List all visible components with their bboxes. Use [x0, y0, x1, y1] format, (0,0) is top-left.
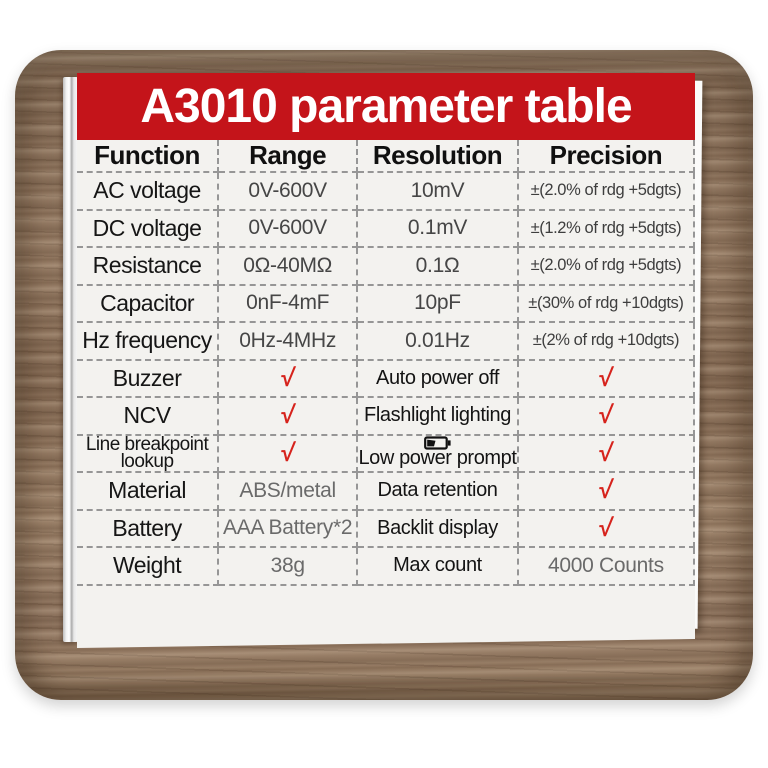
- table-body: AC voltage 0V-600V 10mV ±(2.0% of rdg +5dgt…: [77, 173, 695, 586]
- checkmark-icon: √: [597, 476, 615, 505]
- cell-resolution: Auto power off: [358, 361, 519, 399]
- cell-resolution: Flashlight lighting: [358, 398, 519, 436]
- table-row: Buzzer √ Auto power off √: [77, 361, 695, 399]
- cell-function: Material: [77, 473, 219, 511]
- cell-function: Hz frequency: [77, 323, 219, 361]
- checkmark-icon: √: [279, 363, 297, 392]
- cell-function: Battery: [77, 511, 219, 549]
- low-battery-icon: [424, 436, 451, 450]
- checkmark-icon: √: [597, 401, 615, 430]
- page-title: A3010 parameter table: [140, 80, 632, 133]
- cell-function: NCV: [77, 398, 219, 436]
- cell-resolution: 10mV: [358, 173, 519, 211]
- table-row: Capacitor 0nF-4mF 10pF ±(30% of rdg +10dgts…: [77, 286, 695, 324]
- cell-resolution: Data retention: [358, 473, 519, 511]
- cell-range: 0V-600V: [219, 173, 358, 211]
- cell-resolution: 0.1Ω: [358, 248, 519, 286]
- cell-range: √: [219, 436, 358, 474]
- table-row: DC voltage 0V-600V 0.1mV ±(1.2% of rdg +5dg…: [77, 211, 695, 249]
- cell-function: Capacitor: [77, 286, 219, 324]
- cell-precision: √: [519, 361, 695, 399]
- table-row: Material ABS/metal Data retention √: [77, 473, 695, 511]
- cell-precision: ±(2% of rdg +10dgts): [519, 323, 695, 361]
- cell-precision: √: [519, 436, 695, 474]
- cell-resolution: Low power prompt: [358, 436, 519, 474]
- checkmark-icon: √: [279, 401, 297, 430]
- cell-function: Weight: [77, 548, 219, 586]
- table-header-row: Function Range Resolution Precision: [77, 140, 695, 173]
- cell-range: 0V-600V: [219, 211, 358, 249]
- table-row: AC voltage 0V-600V 10mV ±(2.0% of rdg +5dgt…: [77, 173, 695, 211]
- column-header-precision: Precision: [519, 140, 695, 173]
- cell-range: 0Hz-4MHz: [219, 323, 358, 361]
- cell-precision: ±(2.0% of rdg +5dgts): [519, 173, 695, 211]
- checkmark-icon: √: [279, 438, 297, 467]
- cell-range: AAA Battery*2: [219, 511, 358, 549]
- cell-resolution: 10pF: [358, 286, 519, 324]
- spec-sheet: A3010 parameter table Function Range Res…: [77, 73, 695, 648]
- cell-range: 0nF-4mF: [219, 286, 358, 324]
- cell-function: Resistance: [77, 248, 219, 286]
- parameter-table: Function Range Resolution Precision AC v…: [77, 140, 695, 586]
- cell-precision: √: [519, 473, 695, 511]
- cell-range: 0Ω-40MΩ: [219, 248, 358, 286]
- cell-precision: 4000 Counts: [519, 548, 695, 586]
- table-row: Battery AAA Battery*2 Backlit display √: [77, 511, 695, 549]
- feature-label: Low power prompt: [358, 447, 517, 470]
- table-row: NCV √ Flashlight lighting √: [77, 398, 695, 436]
- cell-resolution: 0.01Hz: [358, 323, 519, 361]
- column-header-function: Function: [77, 140, 219, 173]
- title-banner: A3010 parameter table: [77, 73, 695, 140]
- cell-precision: √: [519, 511, 695, 549]
- checkmark-icon: √: [597, 438, 615, 467]
- cell-precision: √: [519, 398, 695, 436]
- table-row: Weight 38g Max count 4000 Counts: [77, 548, 695, 586]
- table-row: Line breakpoint lookup √ Low power prompt…: [77, 436, 695, 474]
- cell-precision: ±(2.0% of rdg +5dgts): [519, 248, 695, 286]
- page-stack-edge: [63, 77, 78, 642]
- cell-precision: ±(30% of rdg +10dgts): [519, 286, 695, 324]
- cell-resolution: Backlit display: [358, 511, 519, 549]
- cell-range: ABS/metal: [219, 473, 358, 511]
- cell-precision: ±(1.2% of rdg +5dgts): [519, 211, 695, 249]
- cell-resolution: Max count: [358, 548, 519, 586]
- cell-function: AC voltage: [77, 173, 219, 211]
- table-row: Resistance 0Ω-40MΩ 0.1Ω ±(2.0% of rdg +5dgt…: [77, 248, 695, 286]
- cell-function: Line breakpoint lookup: [77, 436, 219, 474]
- cell-resolution: 0.1mV: [358, 211, 519, 249]
- cell-function: Buzzer: [77, 361, 219, 399]
- cell-range: √: [219, 398, 358, 436]
- cell-range: 38g: [219, 548, 358, 586]
- column-header-resolution: Resolution: [358, 140, 519, 173]
- column-header-range: Range: [219, 140, 358, 173]
- cell-range: √: [219, 361, 358, 399]
- checkmark-icon: √: [597, 513, 615, 542]
- table-row: Hz frequency 0Hz-4MHz 0.01Hz ±(2% of rdg +1…: [77, 323, 695, 361]
- checkmark-icon: √: [597, 363, 615, 392]
- cell-function: DC voltage: [77, 211, 219, 249]
